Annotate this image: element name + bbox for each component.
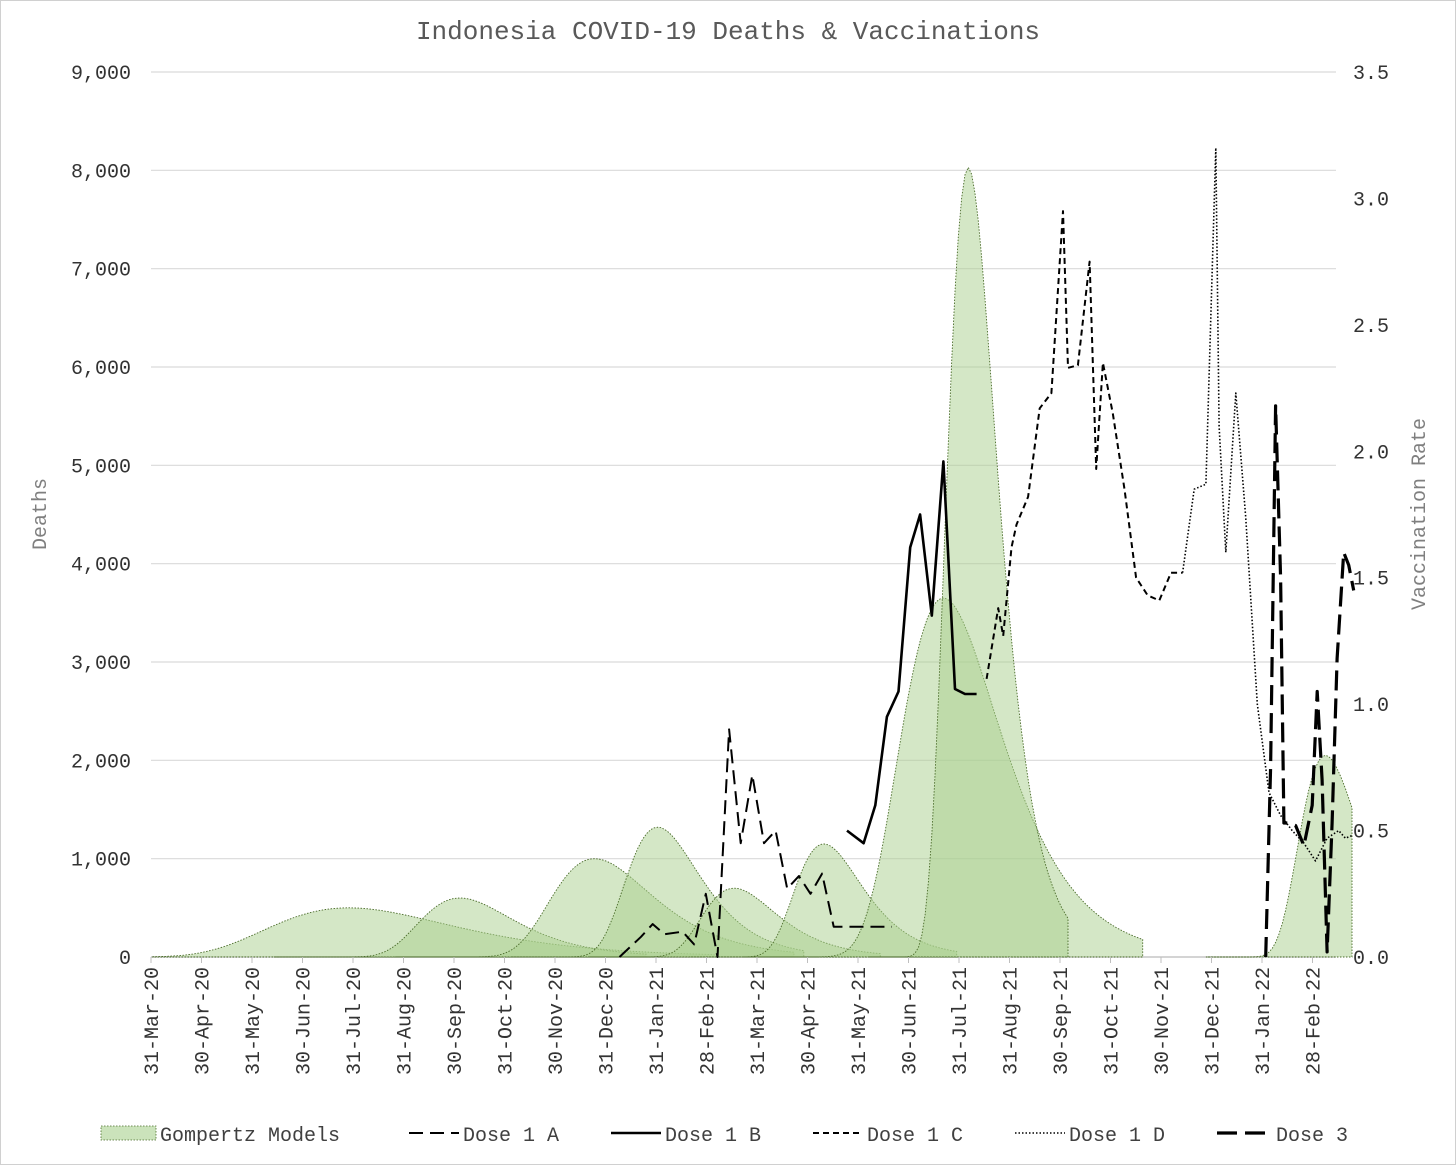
x-tick-label: 30-Sep-21 [1051, 967, 1074, 1075]
legend-label-gompertz-models: Gompertz Models [160, 1125, 340, 1148]
x-tick-label: 31-May-21 [849, 967, 872, 1075]
y-tick-label: 1,000 [71, 850, 131, 873]
x-tick-label: 30-Nov-21 [1152, 967, 1175, 1075]
y-axis-label: Deaths [30, 478, 53, 550]
y2-tick-label: 2.5 [1353, 316, 1389, 339]
x-tick-label: 30-Jun-20 [294, 967, 317, 1075]
x-tick-label: 31-Mar-20 [142, 967, 165, 1075]
x-tick-label: 30-Jun-21 [900, 967, 923, 1075]
x-tick-label: 28-Feb-21 [698, 967, 721, 1075]
x-tick-label: 30-Sep-20 [445, 967, 468, 1075]
x-tick-label: 30-Apr-20 [193, 967, 216, 1075]
y-tick-label: 2,000 [71, 751, 131, 774]
y2-axis-ticks: 0.0 0.5 1.0 1.5 2.0 2.5 3.0 3.5 [1353, 63, 1389, 971]
x-tick-label: 31-Jul-20 [344, 967, 367, 1075]
x-tick-label: 31-Jan-21 [647, 967, 670, 1075]
legend-label-dose-1-d: Dose 1 D [1069, 1125, 1165, 1148]
y-tick-label: 9,000 [71, 63, 131, 86]
legend: Gompertz Models Dose 1 A Dose 1 B Dose 1 C D… [100, 1125, 1348, 1148]
y2-tick-label: 0.5 [1353, 822, 1389, 845]
x-tick-label: 31-May-20 [243, 967, 266, 1075]
y-tick-label: 4,000 [71, 555, 131, 578]
x-tick-label: 31-Dec-20 [597, 967, 620, 1075]
y2-axis-label: Vaccination Rate [1409, 418, 1432, 610]
x-tick-label: 30-Nov-20 [546, 967, 569, 1075]
x-tick-label: 31-Jul-21 [950, 967, 973, 1075]
y2-tick-label: 0.0 [1353, 948, 1389, 971]
y2-tick-label: 3.5 [1353, 63, 1389, 86]
y2-tick-label: 1.0 [1353, 695, 1389, 718]
x-tick-label: 31-Aug-21 [1001, 967, 1024, 1075]
series-line-dose-1-d [1181, 147, 1353, 862]
y2-tick-label: 3.0 [1353, 189, 1389, 212]
gompertz-area [868, 166, 1069, 958]
x-tick-label: 31-Oct-20 [496, 967, 519, 1075]
x-tick-label: 30-Apr-21 [799, 967, 822, 1075]
gompertz-areas [152, 166, 1353, 958]
x-tick-label: 31-Dec-21 [1203, 967, 1226, 1075]
x-tick-label: 28-Feb-22 [1304, 967, 1327, 1075]
y-tick-label: 0 [119, 948, 131, 971]
x-tick-label: 31-Aug-20 [395, 967, 418, 1075]
y-axis-ticks: 0 1,000 2,000 3,000 4,000 5,000 6,000 7,000 8,00… [71, 63, 131, 971]
y-tick-label: 6,000 [71, 358, 131, 381]
legend-label-dose-1-c: Dose 1 C [867, 1125, 963, 1148]
y2-tick-label: 1.5 [1353, 569, 1389, 592]
y-tick-label: 3,000 [71, 653, 131, 676]
chart-title: Indonesia COVID-19 Deaths & Vaccinations [416, 17, 1040, 47]
x-tick-label: 31-Jan-22 [1253, 967, 1276, 1075]
legend-swatch-gompertz-models [100, 1125, 157, 1141]
series-line-dose-1-b [846, 460, 977, 845]
y2-tick-label: 2.0 [1353, 442, 1389, 465]
vaccination-lines [618, 147, 1356, 958]
x-tick-label: 31-Oct-21 [1102, 967, 1125, 1075]
y-tick-label: 8,000 [71, 161, 131, 184]
x-tick-label: 31-Mar-21 [748, 967, 771, 1075]
series-line-dose-3 [1264, 404, 1356, 958]
x-axis-ticks: 31-Mar-20 30-Apr-20 31-May-20 30-Jun-20 31-J… [142, 957, 1327, 1075]
series-line-dose-1-c [985, 210, 1183, 680]
series-line-dose-1-a [618, 728, 892, 958]
y-tick-label: 5,000 [71, 456, 131, 479]
y-tick-label: 7,000 [71, 260, 131, 283]
legend-label-dose-3: Dose 3 [1276, 1125, 1348, 1148]
legend-label-dose-1-b: Dose 1 B [665, 1125, 761, 1148]
legend-label-dose-1-a: Dose 1 A [463, 1125, 559, 1148]
